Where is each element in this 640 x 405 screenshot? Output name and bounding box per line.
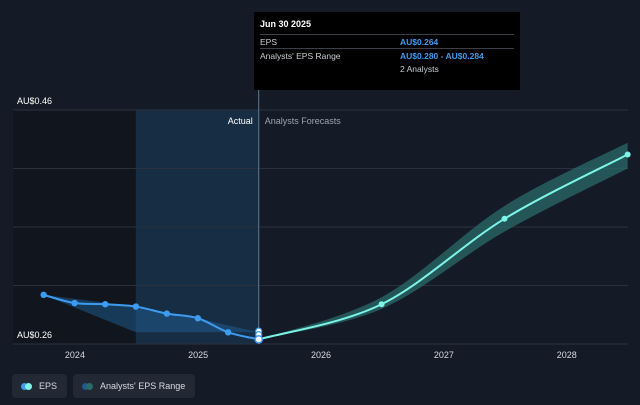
tooltip-eps-value: AU$0.264: [400, 36, 439, 47]
forecast-line: [258, 153, 629, 341]
eps-point: [132, 303, 140, 310]
tooltip-analysts-value: 2 Analysts: [400, 63, 439, 74]
eps-point: [224, 329, 232, 336]
legend-range-label: Analysts' EPS Range: [100, 381, 186, 391]
x-tick-label: 2026: [311, 350, 331, 360]
current-eps-point: [254, 334, 264, 344]
forecast-range-band: [258, 142, 628, 340]
legend-eps-toggle[interactable]: EPS: [12, 374, 68, 398]
x-tick-label: 2028: [557, 350, 577, 360]
eps-point: [163, 310, 171, 317]
y-label-max: AU$0.46: [17, 96, 52, 106]
forecast-point: [624, 151, 631, 158]
x-tick-label: 2027: [434, 350, 454, 360]
tooltip-eps-label: EPS: [260, 36, 278, 47]
tooltip-row-analysts: 2 Analysts: [260, 62, 514, 75]
y-label-min: AU$0.26: [17, 330, 52, 340]
eps-point: [194, 315, 202, 322]
x-tick-label: 2025: [188, 350, 208, 360]
x-tick-label: 2024: [65, 350, 85, 360]
chart-legend: EPS Analysts' EPS Range: [12, 374, 196, 398]
chart-tooltip: Jun 30 2025 EPS AU$0.264 Analysts' EPS R…: [254, 12, 520, 90]
range-legend-icon: [82, 382, 94, 390]
tooltip-range-label: Analysts' EPS Range: [260, 50, 341, 61]
legend-eps-label: EPS: [39, 381, 58, 391]
tooltip-range-value: AU$0.280 - AU$0.284: [400, 50, 484, 61]
eps-point: [40, 291, 47, 299]
actual-label: Actual: [228, 116, 253, 126]
eps-point: [71, 299, 78, 307]
legend-range-toggle[interactable]: Analysts' EPS Range: [73, 374, 196, 398]
forecast-label: Analysts Forecasts: [265, 116, 342, 126]
eps-point: [102, 301, 109, 308]
tooltip-date: Jun 30 2025: [260, 19, 312, 29]
tooltip-row-range: Analysts' EPS Range AU$0.280 - AU$0.284: [260, 48, 514, 62]
eps-chart: AU$0.46 AU$0.26 Actual Analysts Forecasts 20…: [13, 90, 631, 360]
forecast-point: [501, 215, 508, 222]
forecast-point: [378, 301, 385, 308]
tooltip-row-eps: EPS AU$0.264: [260, 34, 514, 48]
eps-legend-icon: [21, 382, 32, 390]
